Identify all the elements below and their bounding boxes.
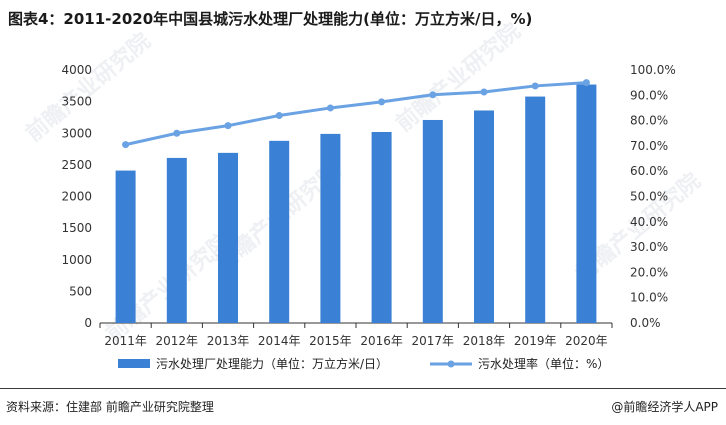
y-left-tick-label: 1500 [61,221,92,235]
y-right-tick-label: 80.0% [630,114,668,128]
bar [269,140,290,323]
chart-title: 图表4：2011-2020年中国县城污水处理厂处理能力(单位：万立方米/日，%) [8,10,533,28]
bar [320,133,341,323]
bar [576,84,597,323]
bar [115,170,136,323]
footer-source: 资料来源：住建部 前瞻产业研究院整理 [6,400,214,414]
bar [525,96,546,323]
legend-bar-label: 污水处理厂处理能力（单位：万立方米/日） [156,356,388,371]
line-point [480,88,488,96]
y-right-tick-label: 10.0% [630,291,668,305]
x-tick-label: 2015年 [309,334,352,348]
legend-bar-swatch [118,359,150,368]
legend-line-label: 污水处理率（单位：%） [478,356,609,371]
x-tick-label: 2014年 [258,334,301,348]
line-point [429,91,437,99]
legend-line-marker [447,360,455,368]
y-right-tick-label: 30.0% [630,240,668,254]
bar [371,131,392,323]
bar [422,119,443,323]
combo-chart: 0 500 1000 1500 2000 2500 3000 3500 4000 0.0% 10.0… [61,63,676,371]
y-left-tick-label: 0 [84,316,92,330]
line-point [275,112,283,120]
y-left-tick-label: 2000 [61,190,92,204]
y-right-tick-label: 60.0% [630,164,668,178]
y-left-tick-label: 1000 [61,253,92,267]
x-tick-label: 2017年 [412,334,455,348]
y-right-tick-label: 40.0% [630,215,668,229]
y-right-tick-label: 50.0% [630,190,668,204]
line-point [122,141,130,149]
x-tick-label: 2013年 [207,334,250,348]
line-point [224,122,232,130]
line-point [326,104,334,112]
bar [218,152,238,323]
footer-brand: @前瞻经济学人APP [611,400,718,414]
line-point [378,98,386,106]
x-tick-label: 2016年 [360,334,403,348]
y-left-tick-label: 2500 [61,158,92,172]
line-point [582,79,590,87]
x-tick-label: 2012年 [156,334,199,348]
y-right-tick-label: 100.0% [630,63,676,77]
y-left-tick-label: 500 [69,284,92,298]
footer-divider [0,388,726,389]
x-tick-label: 2011年 [104,334,147,348]
line-point [531,82,539,90]
y-left-tick-label: 3500 [61,95,92,109]
line-series [125,81,587,147]
bar [474,110,494,323]
x-tick-label: 2018年 [463,334,506,348]
x-tick-label: 2020年 [565,334,608,348]
y-left-tick-label: 3000 [61,126,92,140]
y-right-tick-label: 90.0% [630,88,668,102]
y-right-tick-label: 70.0% [630,139,668,153]
y-right-tick-label: 20.0% [630,265,668,279]
y-right-tick-label: 0.0% [630,316,661,330]
bar [166,157,187,323]
line-point [173,129,181,137]
y-left-tick-label: 4000 [61,63,92,77]
x-tick-label: 2019年 [514,334,557,348]
